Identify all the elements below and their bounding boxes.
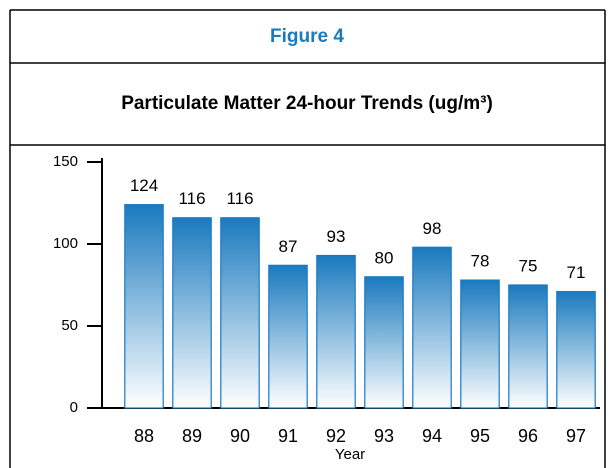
y-tick-label: 100: [53, 235, 78, 252]
data-label: 75: [519, 256, 538, 275]
data-label: 116: [178, 189, 205, 208]
y-tick-label: 50: [61, 317, 78, 334]
data-label: 116: [226, 189, 253, 208]
data-label: 71: [567, 263, 586, 282]
bar: [364, 276, 404, 409]
x-tick-label: 95: [470, 426, 490, 446]
figure-label: Figure 4: [270, 26, 344, 47]
bar: [508, 284, 548, 409]
x-tick-label: 91: [278, 426, 298, 446]
bar: [460, 279, 500, 409]
data-label: 93: [327, 227, 346, 246]
x-tick-label: 92: [326, 426, 346, 446]
data-label: 78: [471, 252, 490, 271]
bar: [268, 264, 308, 409]
bar: [556, 290, 596, 409]
x-tick-label: 88: [134, 426, 154, 446]
data-label: 87: [279, 237, 298, 256]
bar: [124, 204, 164, 409]
chart-title: Particulate Matter 24-hour Trends (ug/m³…: [121, 93, 493, 114]
x-tick-label: 93: [374, 426, 394, 446]
y-tick-label: 150: [53, 153, 78, 170]
x-tick-label: 96: [518, 426, 538, 446]
y-tick-label: 0: [70, 399, 78, 416]
x-tick-label: 97: [566, 426, 586, 446]
x-tick-label: 90: [230, 426, 250, 446]
bar: [172, 217, 212, 409]
data-label: 98: [423, 219, 442, 238]
data-label: 80: [375, 248, 394, 267]
x-tick-label: 89: [182, 426, 202, 446]
x-axis-title: Year: [335, 446, 365, 463]
data-label: 124: [130, 176, 158, 195]
bar: [220, 217, 260, 409]
x-tick-label: 94: [422, 426, 442, 446]
bar: [412, 246, 452, 409]
bar: [316, 254, 356, 409]
